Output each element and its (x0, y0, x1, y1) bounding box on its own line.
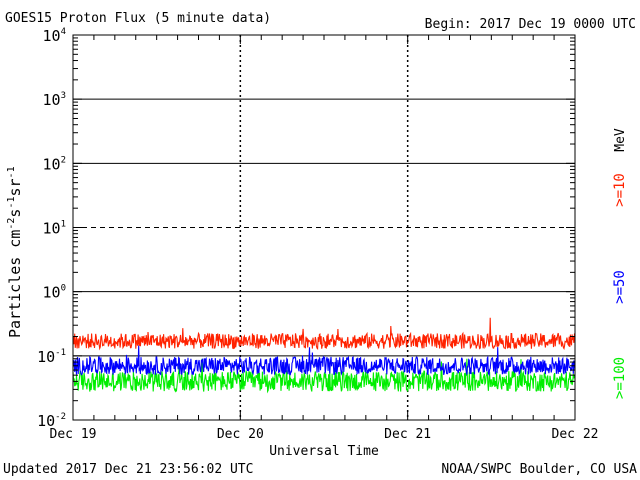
legend-unit: MeV (613, 128, 628, 152)
x-tick-label: Dec 20 (217, 427, 264, 442)
y-tick-label: 100 (43, 284, 66, 302)
x-tick-label: Dec 22 (552, 427, 599, 442)
series-layer (72, 317, 576, 394)
series-line (72, 358, 576, 394)
y-tick-label: 104 (43, 27, 66, 45)
y-axis: 104 103 102 101 100 10-1 10-2 (37, 27, 575, 430)
grid (73, 35, 575, 420)
series-line (72, 345, 576, 377)
y-axis-label: Particles cm-2s-1sr-1 (6, 166, 24, 338)
y-tick-label: 103 (43, 91, 66, 109)
updated-timestamp: Updated 2017 Dec 21 23:56:02 UTC (3, 462, 253, 477)
series-line (72, 317, 576, 351)
x-tick-label: Dec 19 (50, 427, 97, 442)
y-tick-label: 101 (43, 220, 66, 238)
y-tick-label: 102 (43, 155, 66, 173)
y-tick-label: 10-1 (37, 348, 66, 366)
begin-label: Begin: 2017 Dec 19 0000 UTC (425, 17, 636, 32)
legend-entry-ge50: >=50 (612, 270, 628, 304)
source-credit: NOAA/SWPC Boulder, CO USA (441, 462, 637, 477)
legend-entry-ge10: >=10 (612, 173, 628, 207)
chart-title: GOES15 Proton Flux (5 minute data) (5, 11, 271, 26)
x-axis: Dec 19 Dec 20 Dec 21 Dec 22 (50, 35, 599, 442)
y-tick-label: 10-2 (37, 412, 66, 430)
x-axis-label: Universal Time (269, 444, 379, 459)
x-tick-label: Dec 21 (384, 427, 431, 442)
legend-entry-ge100: >=100 (612, 357, 628, 399)
